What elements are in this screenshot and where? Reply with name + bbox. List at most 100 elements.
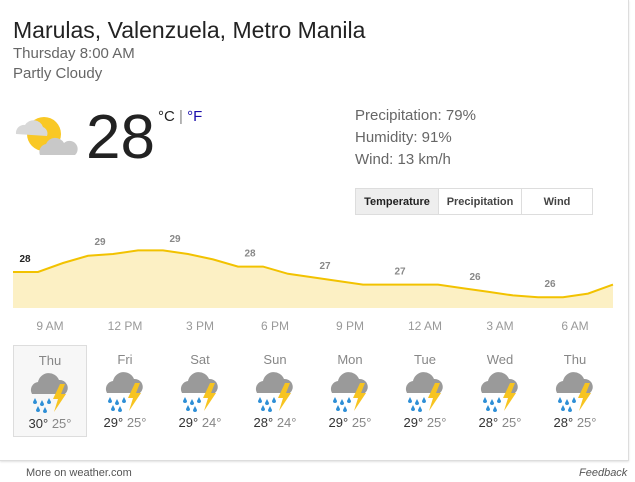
low-temp: 25° [51, 416, 72, 431]
low-temp: 24° [201, 415, 222, 430]
day-temps: 29° 24° [163, 415, 237, 430]
weather-icon [180, 372, 218, 412]
raindrop [261, 405, 265, 411]
time-label: 6 PM [261, 319, 289, 333]
raindrop [265, 399, 269, 405]
condition: Partly Cloudy [13, 65, 103, 82]
raindrop [568, 406, 572, 412]
time-label: 12 PM [108, 319, 143, 333]
raindrop [415, 399, 419, 405]
day-temps: 29° 25° [88, 415, 162, 430]
high-temp: 28° [553, 415, 574, 430]
raindrop [193, 406, 197, 412]
raindrop [190, 399, 194, 405]
day[interactable]: Thu 28° 25° [538, 345, 612, 437]
source-link[interactable]: More on weather.com [26, 467, 132, 479]
temp-label: 26 [544, 279, 556, 290]
high-temp: 29° [403, 415, 424, 430]
raindrop [347, 397, 351, 403]
temp-label: 28 [244, 249, 256, 260]
day-name: Sun [263, 352, 287, 367]
day[interactable]: Sat 29° 24° [163, 345, 237, 437]
raindrop [258, 397, 262, 403]
high-temp: 28° [478, 415, 499, 430]
unit-c[interactable]: °C [158, 108, 175, 125]
temp-label: 29 [169, 234, 181, 245]
high-temp: 29° [103, 415, 124, 430]
humidity: Humidity: 91% [355, 129, 452, 146]
day[interactable]: Wed 28° 25° [463, 345, 537, 437]
temp-label: 27 [319, 261, 331, 272]
low-temp: 25° [576, 415, 597, 430]
time: Thursday 8:00 AM [13, 45, 135, 62]
day[interactable]: Mon 29° 25° [313, 345, 387, 437]
location: Marulas, Valenzuela, Metro Manila [13, 17, 366, 43]
raindrop [40, 400, 44, 406]
high-temp: 29° [328, 415, 349, 430]
time-label: 9 PM [336, 319, 364, 333]
temp-label: 26 [469, 272, 481, 283]
time-label: 12 AM [408, 319, 442, 333]
temp-label: 27 [394, 267, 406, 278]
temp-label: 28 [19, 254, 31, 265]
day-temps: 30° 25° [14, 416, 86, 431]
weather-icon [555, 372, 593, 412]
unit-toggle: °C | °F [158, 108, 202, 125]
low-temp: 25° [126, 415, 147, 430]
raindrop [336, 405, 340, 411]
raindrop [33, 398, 37, 404]
feedback-link[interactable]: Feedback [579, 467, 628, 479]
raindrop [333, 397, 337, 403]
bolt [278, 383, 291, 411]
day[interactable]: Fri 29° 25° [88, 345, 162, 437]
raindrop [115, 399, 119, 405]
wind: Wind: 13 km/h [355, 151, 451, 168]
day-name: Fri [117, 352, 133, 367]
raindrop [108, 397, 112, 403]
low-temp: 25° [501, 415, 522, 430]
raindrop [122, 397, 126, 403]
day-temps: 28° 25° [463, 415, 537, 430]
unit-f[interactable]: °F [187, 108, 203, 125]
raindrop [183, 397, 187, 403]
weather-icon [255, 372, 293, 412]
bolt [203, 383, 216, 411]
time-label: 3 PM [186, 319, 214, 333]
day[interactable]: Thu 30° 25° [13, 345, 87, 437]
raindrop [272, 397, 276, 403]
raindrop [493, 406, 497, 412]
raindrop [483, 397, 487, 403]
raindrop [561, 405, 565, 411]
day-name: Thu [38, 353, 62, 368]
raindrop [43, 407, 47, 413]
weather-icon [330, 372, 368, 412]
low-temp: 25° [426, 415, 447, 430]
raindrop [47, 398, 51, 404]
day[interactable]: Sun 28° 24° [238, 345, 312, 437]
weather-icon [405, 372, 443, 412]
area-line [13, 249, 614, 299]
day-temps: 28° 25° [538, 415, 612, 430]
temp-label: 29 [94, 237, 106, 248]
unit-separator: | [179, 108, 183, 125]
low-temp: 24° [276, 415, 297, 430]
weather-card: Marulas, Valenzuela, Metro Manila Thursd… [0, 0, 629, 461]
temperature-chart: 28 29 29 28 27 27 26 26 9 AM 12 PM 3 PM 6 PM 9 PM 12 … [13, 234, 614, 333]
raindrop [118, 406, 122, 412]
current-icon [15, 117, 78, 155]
raindrop [197, 397, 201, 403]
time-label: 9 AM [36, 319, 63, 333]
tab[interactable]: Precipitation [438, 188, 522, 215]
day-temps: 28° 24° [238, 415, 312, 430]
high-temp: 30° [28, 416, 49, 431]
weather-icon [105, 372, 143, 412]
tab[interactable]: Wind [521, 188, 593, 215]
raindrop [490, 399, 494, 405]
tab[interactable]: Temperature [355, 188, 439, 215]
weather-icon [480, 372, 518, 412]
raindrop [268, 406, 272, 412]
current-temperature: 28 [86, 103, 155, 172]
day[interactable]: Tue 29° 25° [388, 345, 462, 437]
area-fill [13, 250, 613, 308]
